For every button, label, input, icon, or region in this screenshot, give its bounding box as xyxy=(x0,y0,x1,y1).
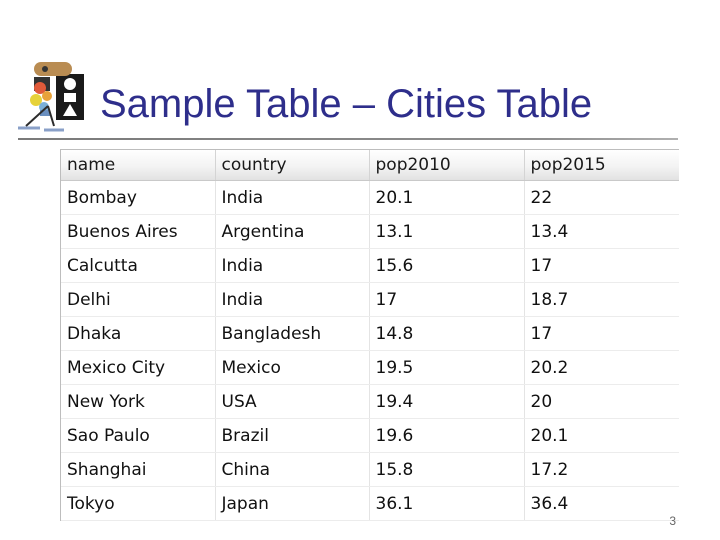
table-row[interactable]: Buenos Aires Argentina 13.1 13.4 xyxy=(61,214,679,249)
logo-icon xyxy=(14,60,88,134)
column-header-name[interactable]: name xyxy=(61,150,216,181)
cell-country[interactable]: Brazil xyxy=(215,418,370,453)
cell-pop2010[interactable]: 14.8 xyxy=(369,316,525,351)
cell-country[interactable]: China xyxy=(215,452,370,487)
cell-name[interactable]: Mexico City xyxy=(61,350,216,385)
cell-name[interactable]: Delhi xyxy=(61,282,216,317)
page-number: 3 xyxy=(669,514,676,528)
cell-pop2015[interactable]: 20 xyxy=(524,384,679,419)
cell-country[interactable]: Mexico xyxy=(215,350,370,385)
cell-pop2010[interactable]: 19.5 xyxy=(369,350,525,385)
cell-pop2015[interactable]: 18.7 xyxy=(524,282,679,317)
table-row[interactable]: Mexico City Mexico 19.5 20.2 xyxy=(61,350,679,385)
cell-pop2010[interactable]: 36.1 xyxy=(369,486,525,521)
table-row[interactable]: New York USA 19.4 20 xyxy=(61,384,679,419)
cell-name[interactable]: Buenos Aires xyxy=(61,214,216,249)
column-header-pop2015[interactable]: pop2015 xyxy=(524,150,679,181)
cell-pop2010[interactable]: 13.1 xyxy=(369,214,525,249)
cell-country[interactable]: Argentina xyxy=(215,214,370,249)
cell-name[interactable]: Bombay xyxy=(61,180,216,215)
cell-country[interactable]: USA xyxy=(215,384,370,419)
title-divider xyxy=(18,138,678,140)
cell-name[interactable]: Tokyo xyxy=(61,486,216,521)
table-row[interactable]: Bombay India 20.1 22 xyxy=(61,180,679,215)
table-row[interactable]: Calcutta India 15.6 17 xyxy=(61,248,679,283)
cell-name[interactable]: Dhaka xyxy=(61,316,216,351)
cell-pop2015[interactable]: 17 xyxy=(524,316,679,351)
cell-pop2015[interactable]: 17 xyxy=(524,248,679,283)
cities-table: name country pop2010 pop2015 Bombay Indi… xyxy=(60,149,679,521)
cell-pop2010[interactable]: 19.6 xyxy=(369,418,525,453)
cell-name[interactable]: Calcutta xyxy=(61,248,216,283)
table-row[interactable]: Delhi India 17 18.7 xyxy=(61,282,679,317)
cell-pop2015[interactable]: 20.1 xyxy=(524,418,679,453)
cell-pop2010[interactable]: 19.4 xyxy=(369,384,525,419)
table-header-row: name country pop2010 pop2015 xyxy=(61,150,679,181)
table-row[interactable]: Dhaka Bangladesh 14.8 17 xyxy=(61,316,679,351)
cell-pop2015[interactable]: 36.4 xyxy=(524,486,679,521)
cell-name[interactable]: Sao Paulo xyxy=(61,418,216,453)
cell-name[interactable]: New York xyxy=(61,384,216,419)
cell-name[interactable]: Shanghai xyxy=(61,452,216,487)
cell-pop2015[interactable]: 22 xyxy=(524,180,679,215)
column-header-country[interactable]: country xyxy=(215,150,370,181)
cell-country[interactable]: India xyxy=(215,282,370,317)
cell-country[interactable]: India xyxy=(215,248,370,283)
cell-country[interactable]: Japan xyxy=(215,486,370,521)
table-row[interactable]: Tokyo Japan 36.1 36.4 xyxy=(61,486,679,521)
cell-pop2010[interactable]: 17 xyxy=(369,282,525,317)
cell-pop2010[interactable]: 15.6 xyxy=(369,248,525,283)
table-row[interactable]: Sao Paulo Brazil 19.6 20.1 xyxy=(61,418,679,453)
cell-pop2010[interactable]: 15.8 xyxy=(369,452,525,487)
slide-title: Sample Table – Cities Table xyxy=(100,82,593,126)
column-header-pop2010[interactable]: pop2010 xyxy=(369,150,525,181)
cell-pop2015[interactable]: 20.2 xyxy=(524,350,679,385)
cell-pop2015[interactable]: 17.2 xyxy=(524,452,679,487)
table-row[interactable]: Shanghai China 15.8 17.2 xyxy=(61,452,679,487)
cell-pop2010[interactable]: 20.1 xyxy=(369,180,525,215)
cell-country[interactable]: India xyxy=(215,180,370,215)
cell-country[interactable]: Bangladesh xyxy=(215,316,370,351)
cell-pop2015[interactable]: 13.4 xyxy=(524,214,679,249)
